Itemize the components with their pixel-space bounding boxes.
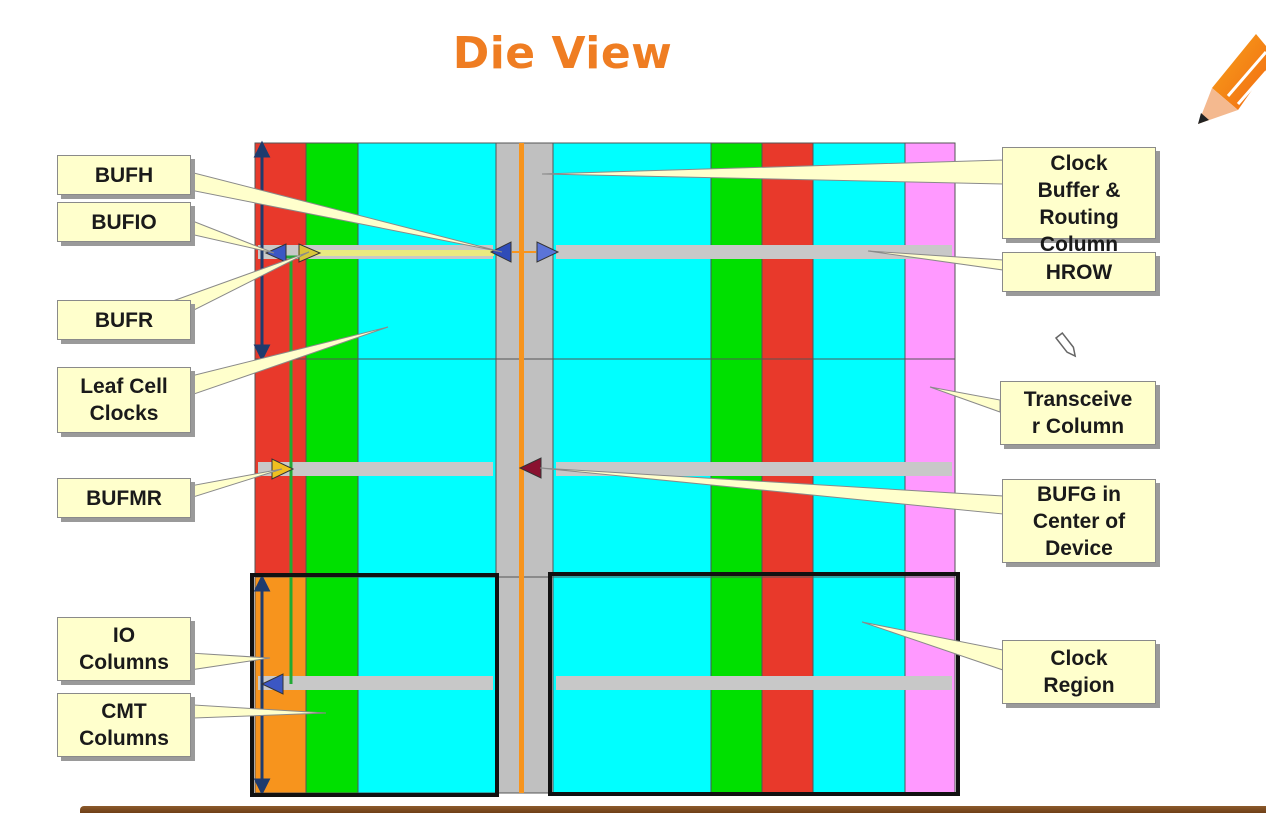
bufr-triangle	[298, 243, 322, 263]
bufh-right-triangle	[536, 241, 560, 263]
region-span-arrows	[253, 140, 271, 796]
callout-hrow: HROW	[1002, 252, 1156, 292]
cursor-icon	[1054, 332, 1077, 358]
bufmr-triangle	[271, 458, 295, 480]
callout-bufg-center: BUFG in Center of Device	[1002, 479, 1156, 563]
callout-clock-buffer-routing-column: Clock Buffer & Routing Column	[1002, 147, 1156, 256]
callout-leaf-cell-clocks: Leaf Cell Clocks	[57, 367, 191, 433]
callout-bufh: BUFH	[57, 155, 191, 195]
callout-transceiver-column: Transceive r Column	[1000, 381, 1156, 445]
bufio-triangle	[264, 243, 287, 263]
callout-pointers	[168, 159, 1004, 719]
floor-strip	[80, 806, 1266, 813]
callout-cmt-columns: CMT Columns	[57, 693, 191, 757]
callout-io-columns: IO Columns	[57, 617, 191, 681]
hrow-bars	[258, 245, 952, 690]
cmt-bufio-triangle	[260, 673, 284, 695]
callout-clock-region: Clock Region	[1002, 640, 1156, 704]
callout-bufr: BUFR	[57, 300, 191, 340]
cmt-columns-pointer	[193, 704, 327, 719]
pencil-icon	[1198, 34, 1266, 124]
clock-region-outlines	[250, 572, 960, 797]
callout-bufmr: BUFMR	[57, 478, 191, 518]
callout-bufio: BUFIO	[57, 202, 191, 242]
page-title: Die View	[452, 28, 673, 79]
